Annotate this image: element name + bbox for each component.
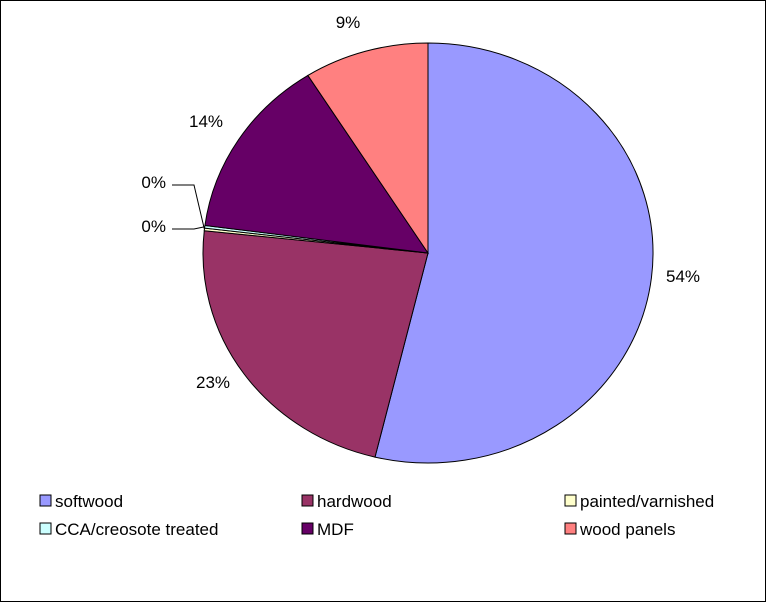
- legend-swatch-cca-creosote-treated: [39, 522, 52, 535]
- legend-swatch-hardwood: [301, 494, 314, 507]
- legend-label-mdf: MDF: [317, 520, 354, 539]
- data-label-cca-creosote-treated: 0%: [141, 217, 166, 236]
- legend: softwood hardwood painted/varnished CCA/cre…: [39, 492, 714, 539]
- data-label-hardwood: 23%: [196, 373, 230, 392]
- leader-lines: [172, 184, 205, 230]
- pie-slice-softwood: [374, 42, 654, 464]
- legend-label-softwood: softwood: [55, 492, 123, 511]
- data-label-mdf: 14%: [189, 112, 223, 131]
- legend-swatch-painted-varnished: [564, 494, 577, 507]
- legend-swatch-softwood: [39, 494, 52, 507]
- legend-label-wood-panels: wood panels: [579, 520, 675, 539]
- data-labels: 54% 23% 0% 0% 14% 9%: [141, 13, 700, 392]
- legend-label-cca-creosote-treated: CCA/creosote treated: [55, 520, 218, 539]
- pie-slice-wood-panels: [307, 42, 429, 255]
- legend-label-hardwood: hardwood: [317, 492, 392, 511]
- data-label-painted-varnished: 0%: [141, 173, 166, 192]
- leader-line-cca-creosote-treated: [172, 226, 205, 230]
- data-label-softwood: 54%: [666, 267, 700, 286]
- legend-swatch-mdf: [301, 522, 314, 535]
- legend-label-painted-varnished: painted/varnished: [580, 492, 714, 511]
- pie-slice-mdf: [204, 74, 430, 254]
- data-label-wood-panels: 9%: [336, 13, 361, 32]
- legend-swatch-wood-panels: [564, 522, 577, 535]
- pie-slice-hardwood: [202, 230, 429, 458]
- leader-line-painted-varnished: [172, 184, 205, 230]
- pie-slices: [202, 42, 654, 464]
